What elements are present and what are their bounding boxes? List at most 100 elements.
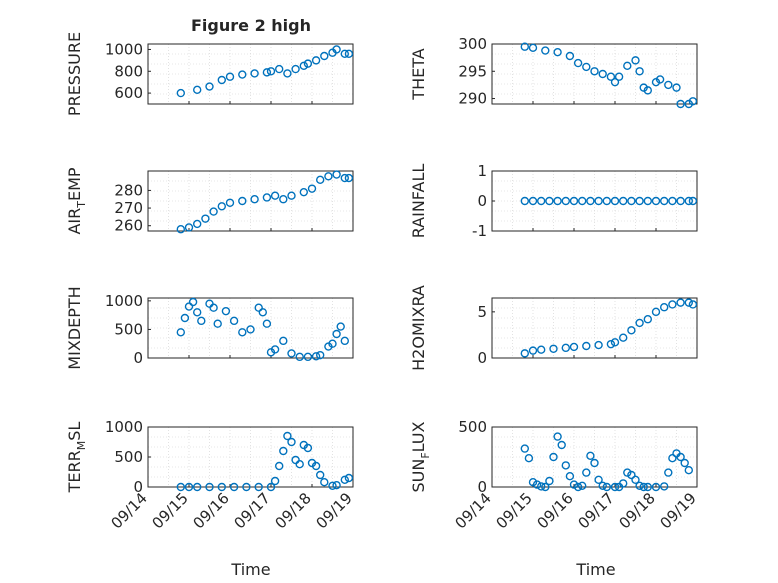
data-point xyxy=(295,352,304,362)
data-point xyxy=(594,196,603,206)
data-point xyxy=(324,172,333,181)
data-point xyxy=(594,475,603,484)
data-point xyxy=(221,306,231,316)
data-point xyxy=(635,318,644,328)
data-point xyxy=(623,61,632,71)
data-point xyxy=(590,67,599,76)
y-tick-label: 1000 xyxy=(105,418,143,436)
data-point xyxy=(262,68,272,77)
data-point xyxy=(639,482,648,492)
axes-box xyxy=(147,43,354,105)
data-point xyxy=(631,475,640,484)
data-point xyxy=(238,328,247,337)
data-point xyxy=(688,300,698,309)
data-point xyxy=(594,340,603,350)
data-point xyxy=(279,336,288,346)
y-tick-label: -1 xyxy=(472,222,487,240)
y-tick-label: 1000 xyxy=(105,292,143,310)
y-axis-label: H2OMIXRA xyxy=(409,285,428,371)
data-point xyxy=(668,196,677,206)
x-tick-label: 09/16 xyxy=(534,489,577,532)
data-point xyxy=(275,461,284,471)
data-point xyxy=(651,196,661,206)
data-point xyxy=(336,322,345,331)
data-point xyxy=(643,315,652,324)
x-tick-label: 09/15 xyxy=(493,489,536,532)
data-point xyxy=(520,349,529,358)
data-point xyxy=(619,479,628,488)
data-point xyxy=(320,478,329,487)
x-axis-label-left: Time xyxy=(230,560,270,579)
panel-h2omixra: 0 5 H2OMIXRA xyxy=(409,285,698,371)
y-tick-label: 500 xyxy=(458,418,487,436)
data-point xyxy=(532,480,542,489)
x-tick-label: 09/19 xyxy=(313,489,356,532)
data-point xyxy=(188,297,198,307)
data-point xyxy=(586,451,595,460)
data-point xyxy=(569,480,579,489)
data-point xyxy=(684,466,693,475)
data-point xyxy=(651,482,661,492)
data-point xyxy=(655,75,665,84)
data-point xyxy=(238,196,247,206)
data-point xyxy=(299,187,308,197)
axes-box xyxy=(147,170,354,232)
data-point xyxy=(524,454,534,463)
data-point xyxy=(262,193,272,202)
data-point xyxy=(573,482,583,492)
data-point xyxy=(197,316,206,326)
data-point xyxy=(520,444,529,453)
data-point xyxy=(303,59,313,68)
data-point xyxy=(598,69,607,79)
data-point xyxy=(688,196,698,206)
panel-mixdepth: 0 500 1000 MIXDEPTH xyxy=(65,286,354,370)
data-point xyxy=(250,195,259,204)
data-point xyxy=(569,342,579,352)
data-point xyxy=(192,85,202,95)
data-point xyxy=(332,329,341,339)
y-axis-label: RAINFALL xyxy=(409,164,428,239)
data-point xyxy=(586,196,595,206)
data-point xyxy=(614,72,624,81)
data-point xyxy=(270,191,280,200)
data-point xyxy=(660,196,669,206)
data-point xyxy=(590,458,599,468)
y-axis-label: THETA xyxy=(409,48,428,100)
data-point xyxy=(176,328,186,337)
data-point xyxy=(565,472,575,481)
data-point xyxy=(242,482,251,492)
data-point xyxy=(545,476,554,486)
data-point xyxy=(528,43,538,53)
data-point xyxy=(238,70,247,79)
data-point xyxy=(311,56,321,65)
data-point xyxy=(619,196,628,206)
data-point xyxy=(316,350,325,360)
data-point xyxy=(283,69,292,78)
data-point xyxy=(205,482,214,492)
y-tick-label: 0 xyxy=(133,478,143,496)
y-tick-label: 295 xyxy=(458,62,487,80)
figure-title: Figure 2 high xyxy=(191,16,311,35)
data-point xyxy=(635,481,644,490)
data-point xyxy=(295,460,304,469)
data-point xyxy=(192,482,202,492)
data-point xyxy=(192,308,202,317)
panel-rainfall: -1 0 1 RAINFALL xyxy=(409,162,698,240)
data-point xyxy=(610,196,620,206)
data-point xyxy=(541,46,550,55)
data-point xyxy=(328,339,337,348)
data-point xyxy=(328,481,337,490)
data-point xyxy=(676,452,685,462)
data-point xyxy=(229,316,239,326)
data-point xyxy=(664,468,673,477)
axes-box xyxy=(491,297,698,359)
axes-box xyxy=(491,426,698,488)
y-tick-label: 270 xyxy=(114,199,143,217)
data-point xyxy=(303,352,313,362)
data-point xyxy=(307,184,317,193)
y-tick-label: 0 xyxy=(477,192,487,210)
data-point xyxy=(660,482,669,491)
